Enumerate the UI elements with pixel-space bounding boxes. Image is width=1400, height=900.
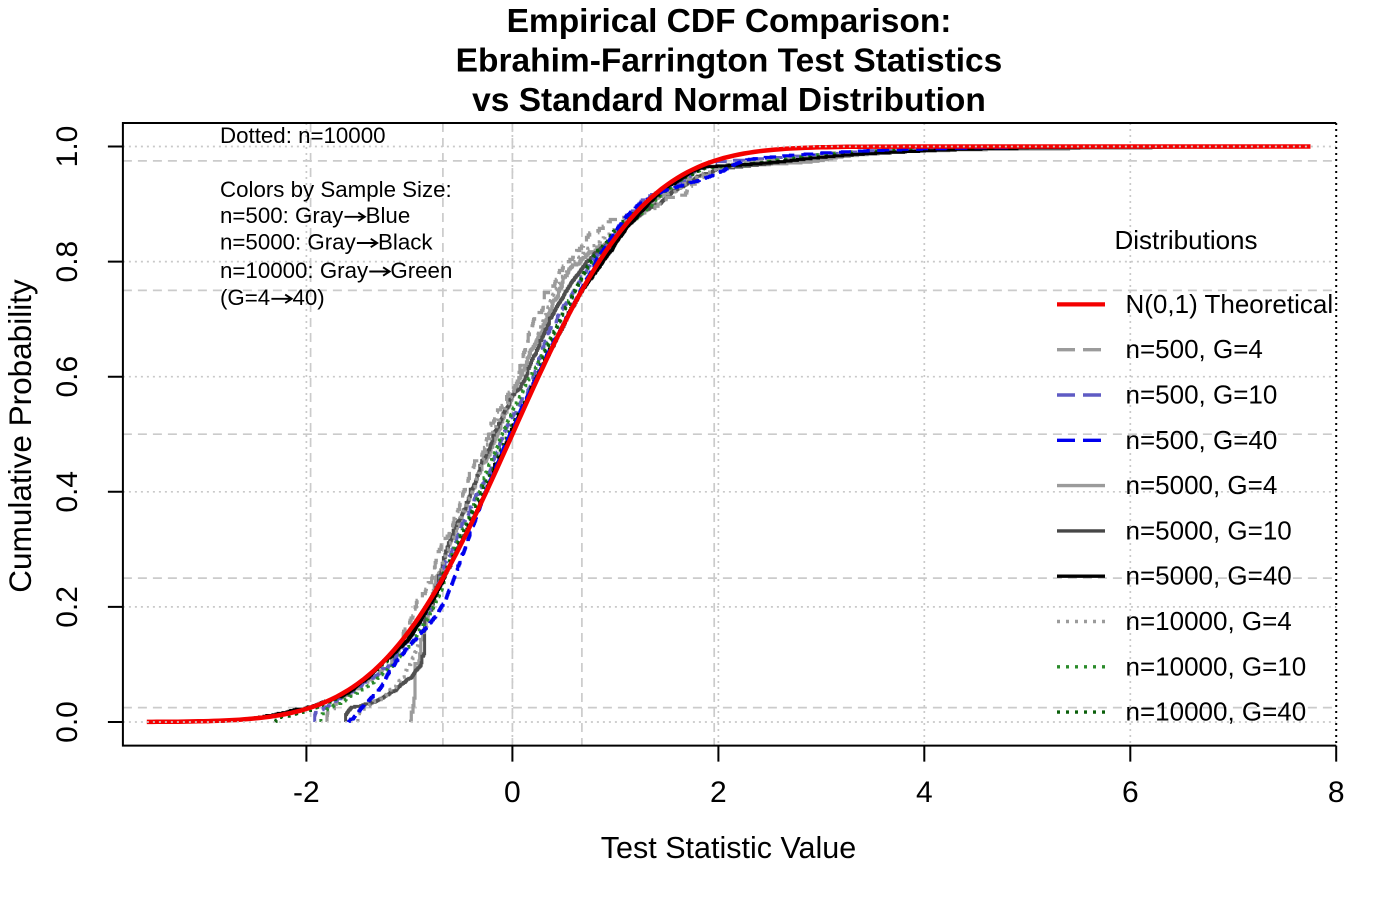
svg-text:n=5000, G=4: n=5000, G=4	[1126, 470, 1278, 500]
svg-text:n=500, G=10: n=500, G=10	[1126, 380, 1278, 410]
svg-text:Black: Black	[378, 229, 433, 254]
svg-text:8: 8	[1328, 776, 1345, 809]
svg-text:0.2: 0.2	[51, 586, 84, 628]
svg-text:n=500: Gray: n=500: Gray	[220, 203, 344, 228]
svg-text:Cumulative Probability: Cumulative Probability	[2, 279, 38, 593]
svg-text:n=5000, G=10: n=5000, G=10	[1126, 515, 1292, 545]
svg-text:(G=4: (G=4	[220, 285, 270, 310]
svg-text:1.0: 1.0	[51, 126, 84, 168]
svg-text:6: 6	[1122, 776, 1139, 809]
svg-text:2: 2	[710, 776, 727, 809]
svg-text:0.8: 0.8	[51, 241, 84, 283]
svg-text:n=500, G=40: n=500, G=40	[1126, 425, 1278, 455]
svg-text:-2: -2	[293, 776, 320, 809]
svg-text:n=10000: Gray: n=10000: Gray	[220, 258, 369, 283]
svg-text:Colors by Sample Size:: Colors by Sample Size:	[220, 177, 452, 202]
svg-text:vs Standard Normal Distributio: vs Standard Normal Distribution	[472, 82, 986, 119]
svg-text:Empirical CDF Comparison:: Empirical CDF Comparison:	[507, 3, 952, 40]
svg-text:n=5000, G=40: n=5000, G=40	[1126, 561, 1292, 591]
svg-text:n=10000, G=40: n=10000, G=40	[1126, 697, 1307, 727]
svg-text:0.6: 0.6	[51, 356, 84, 398]
svg-text:0.4: 0.4	[51, 471, 84, 513]
svg-text:n=10000, G=10: n=10000, G=10	[1126, 651, 1307, 681]
svg-text:Blue: Blue	[366, 203, 411, 228]
svg-text:40): 40)	[293, 285, 325, 310]
svg-text:Dotted: n=10000: Dotted: n=10000	[220, 123, 386, 148]
svg-text:4: 4	[916, 776, 933, 809]
svg-text:n=5000: Gray: n=5000: Gray	[220, 229, 357, 254]
svg-text:Distributions: Distributions	[1114, 225, 1257, 255]
svg-text:Green: Green	[390, 258, 452, 283]
svg-text:0: 0	[504, 776, 521, 809]
svg-text:0.0: 0.0	[51, 701, 84, 743]
svg-text:N(0,1) Theoretical: N(0,1) Theoretical	[1126, 289, 1334, 319]
svg-text:Test Statistic Value: Test Statistic Value	[601, 831, 856, 865]
svg-text:n=10000, G=4: n=10000, G=4	[1126, 606, 1292, 636]
svg-text:n=500, G=4: n=500, G=4	[1126, 334, 1263, 364]
svg-text:Ebrahim-Farrington Test Statis: Ebrahim-Farrington Test Statistics	[456, 42, 1003, 79]
